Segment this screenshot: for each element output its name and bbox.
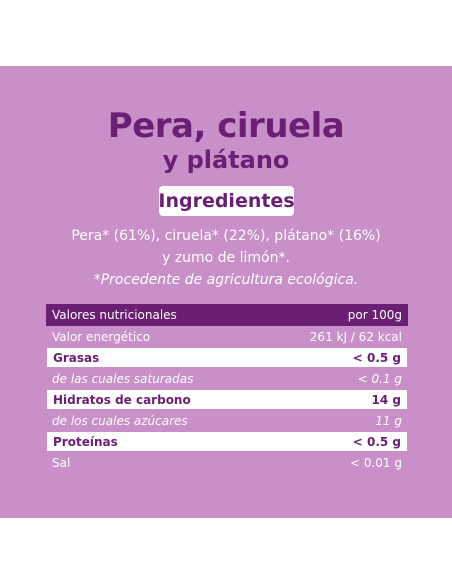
- row-label: de las cuales saturadas: [52, 371, 194, 386]
- row-label: Sal: [52, 455, 71, 470]
- row-value: < 0.5 g: [352, 350, 401, 365]
- table-row-salt: Sal < 0.01 g: [46, 452, 408, 473]
- row-value: < 0.1 g: [357, 371, 402, 386]
- nutrition-header-row: Valores nutricionales por 100g: [46, 304, 408, 326]
- ingredients-heading: Ingredientes: [158, 186, 295, 216]
- row-label: Valor energético: [52, 329, 151, 344]
- table-row-fat: Grasas < 0.5 g: [46, 347, 408, 368]
- table-row-saturated: de las cuales saturadas < 0.1 g: [46, 368, 408, 389]
- table-row-carbohydrates: Hidratos de carbono 14 g: [46, 389, 408, 410]
- row-label: Hidratos de carbono: [53, 392, 191, 407]
- row-label: Grasas: [53, 350, 100, 365]
- row-value: 261 kJ / 62 kcal: [309, 329, 402, 344]
- row-value: 14 g: [371, 392, 401, 407]
- product-subtitle: y plátano: [162, 146, 290, 174]
- table-row-energy: Valor energético 261 kJ / 62 kcal: [46, 326, 408, 347]
- organic-note: *Procedente de agricultura ecológica.: [93, 272, 359, 288]
- row-value: < 0.5 g: [352, 434, 401, 449]
- product-panel: Pera, ciruela y plátano Ingredientes Per…: [0, 66, 452, 518]
- nutrition-table: Valores nutricionales por 100g Valor ene…: [46, 304, 408, 473]
- row-label: Proteínas: [53, 434, 118, 449]
- nutrition-header-label: Valores nutricionales: [52, 308, 177, 322]
- table-row-protein: Proteínas < 0.5 g: [46, 431, 408, 452]
- ingredients-line-2: y zumo de limón*.: [162, 250, 290, 266]
- row-value: 11 g: [375, 413, 402, 428]
- row-label: de los cuales azúcares: [52, 413, 188, 428]
- row-value: < 0.01 g: [349, 455, 402, 470]
- ingredients-line-1: Pera* (61%), ciruela* (22%), plátano* (1…: [71, 228, 381, 244]
- table-row-sugars: de los cuales azúcares 11 g: [46, 410, 408, 431]
- product-title: Pera, ciruela: [107, 106, 345, 146]
- nutrition-header-value: por 100g: [347, 308, 402, 322]
